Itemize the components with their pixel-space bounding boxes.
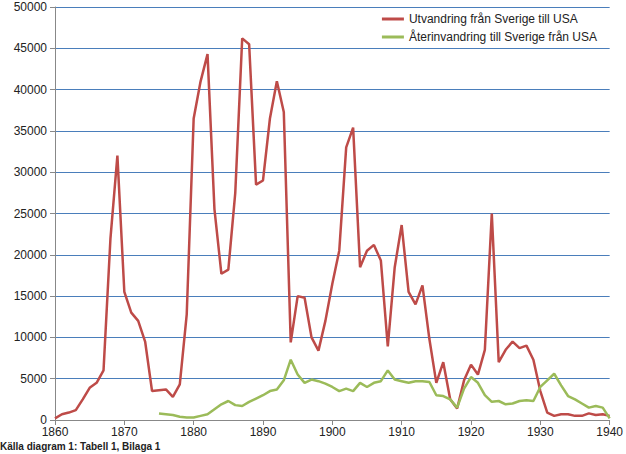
svg-text:1940: 1940 xyxy=(596,425,623,439)
svg-text:Utvandring från Sverige till U: Utvandring från Sverige till USA xyxy=(409,12,578,26)
svg-text:30000: 30000 xyxy=(14,165,48,179)
svg-text:1900: 1900 xyxy=(319,425,346,439)
svg-text:1860: 1860 xyxy=(42,425,69,439)
svg-text:10000: 10000 xyxy=(14,330,48,344)
svg-text:1870: 1870 xyxy=(111,425,138,439)
svg-text:Återinvandring till Sverige fr: Återinvandring till Sverige från USA xyxy=(409,29,597,44)
svg-text:40000: 40000 xyxy=(14,83,48,97)
svg-text:0: 0 xyxy=(40,413,47,427)
svg-text:20000: 20000 xyxy=(14,248,48,262)
svg-text:50000: 50000 xyxy=(14,0,48,14)
svg-text:1930: 1930 xyxy=(527,425,554,439)
svg-text:45000: 45000 xyxy=(14,41,48,55)
svg-text:15000: 15000 xyxy=(14,289,48,303)
svg-text:1880: 1880 xyxy=(180,425,207,439)
svg-text:5000: 5000 xyxy=(20,372,47,386)
svg-text:1890: 1890 xyxy=(250,425,277,439)
svg-text:1920: 1920 xyxy=(458,425,485,439)
svg-text:Källa diagram 1: Tabell 1, Bil: Källa diagram 1: Tabell 1, Bilaga 1 xyxy=(0,441,161,452)
svg-text:25000: 25000 xyxy=(14,207,48,221)
svg-text:1910: 1910 xyxy=(388,425,415,439)
svg-text:35000: 35000 xyxy=(14,124,48,138)
